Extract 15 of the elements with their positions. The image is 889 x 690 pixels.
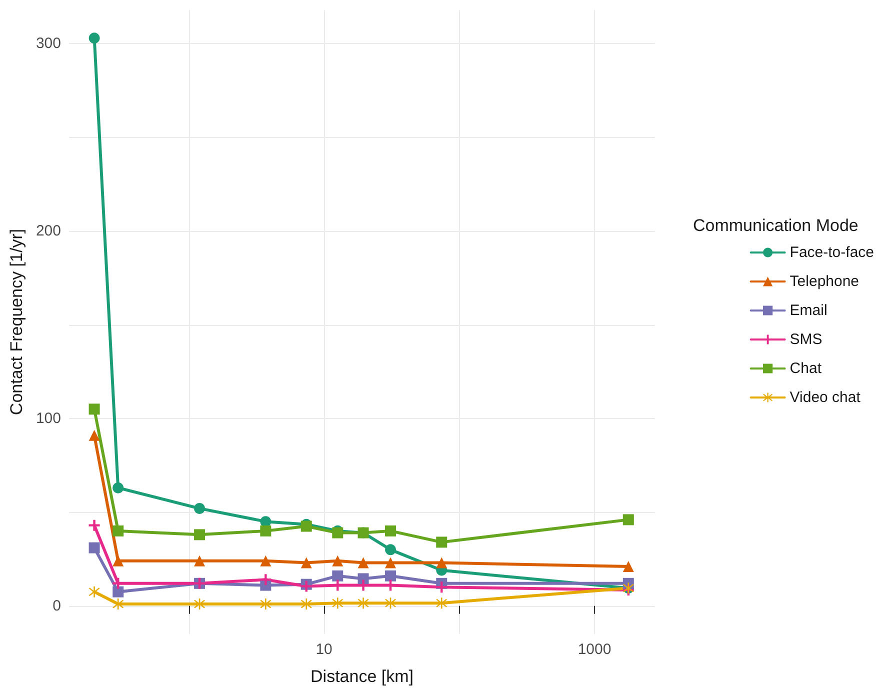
y-tick-label: 300 (36, 35, 61, 52)
x-axis-title: Distance [km] (310, 667, 414, 686)
y-tick-label: 0 (52, 597, 61, 614)
legend-title: Communication Mode (693, 216, 858, 235)
x-tick-label: 1000 (578, 641, 612, 658)
legend-label: Email (790, 302, 828, 319)
x-tick-label: 10 (316, 641, 332, 658)
legend-label: Face-to-face (790, 244, 874, 261)
y-tick-label: 200 (36, 222, 61, 240)
legend-label: SMS (790, 331, 822, 348)
y-tick-label: 100 (36, 410, 61, 428)
legend-label: Video chat (790, 389, 862, 406)
legend-label: Telephone (790, 273, 860, 290)
y-axis-title: Contact Frequency [1/yr] (7, 228, 26, 416)
legend-label: Chat (790, 360, 822, 377)
